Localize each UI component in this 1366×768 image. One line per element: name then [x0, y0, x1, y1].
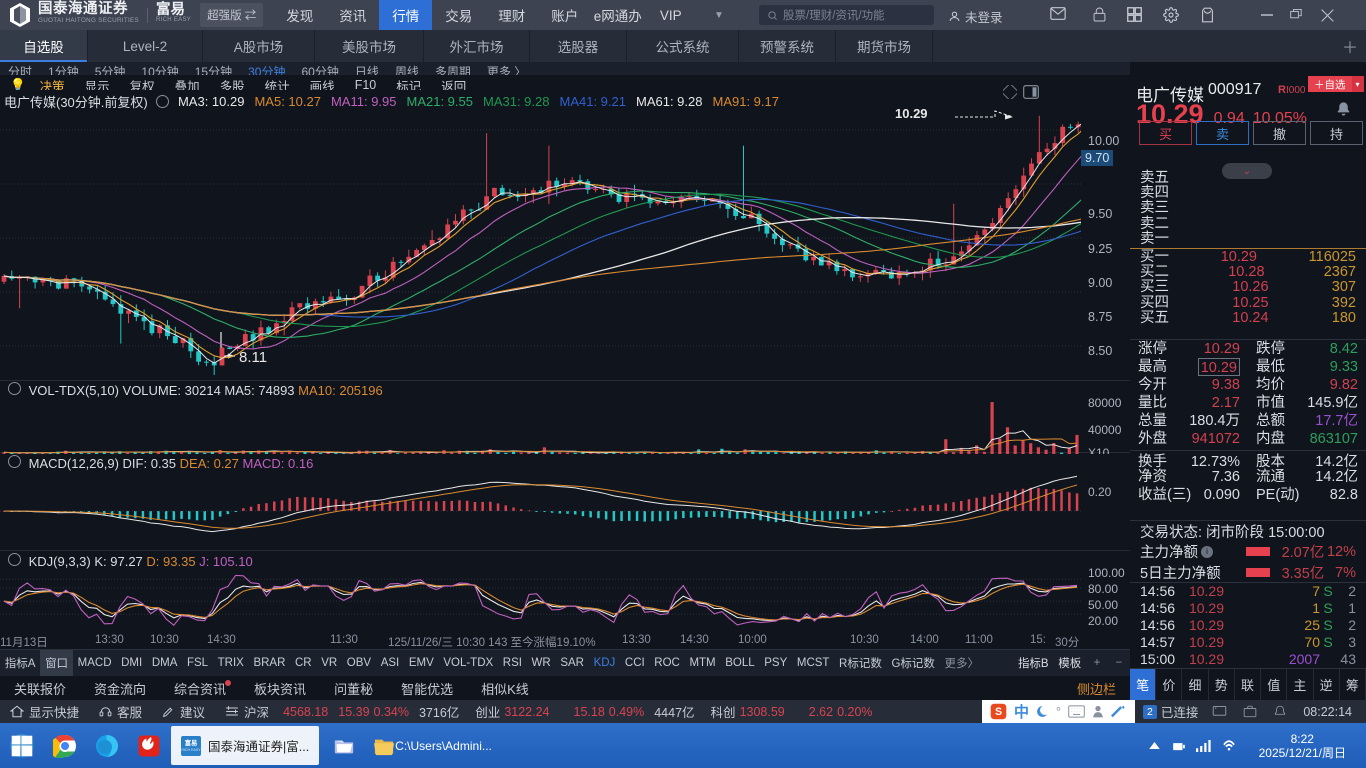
svg-text:RICH EASY: RICH EASY [181, 748, 201, 752]
svg-text:8.11: 8.11 [239, 349, 267, 366]
svg-text:富易: 富易 [185, 738, 198, 747]
svg-text:S: S [995, 706, 1002, 718]
